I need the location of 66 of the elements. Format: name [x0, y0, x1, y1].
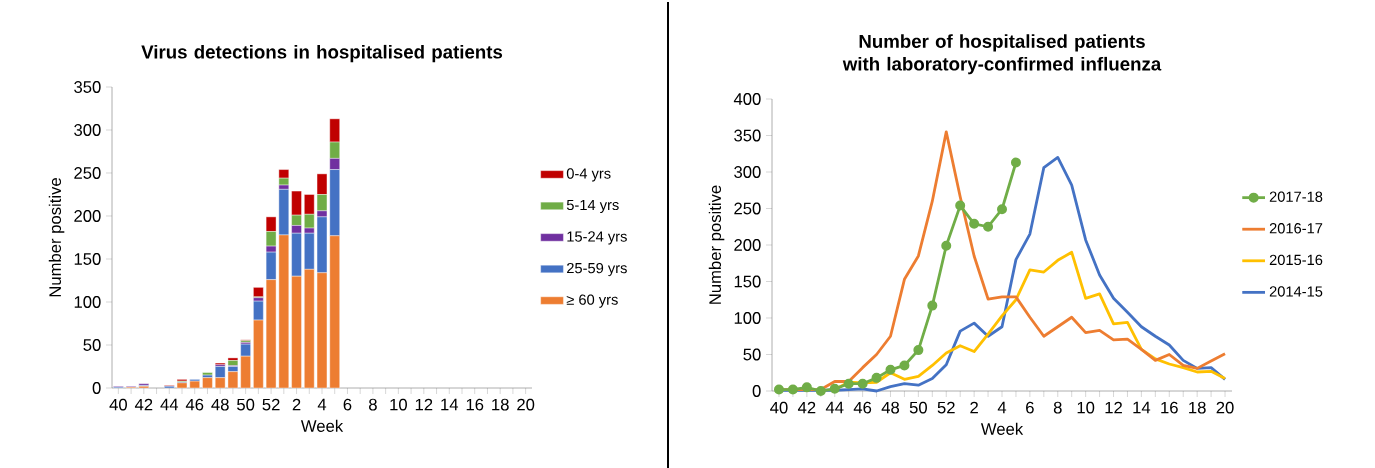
y-tick-label: 100 — [734, 312, 761, 324]
x-tick-label: 16 — [466, 398, 484, 411]
x-tick-label: 18 — [492, 398, 509, 411]
x-tick-label: 40 — [770, 401, 788, 414]
y-tick-label: 150 — [734, 275, 761, 288]
x-tick-label: 12 — [415, 398, 433, 411]
y-tick-label: 150 — [74, 253, 101, 265]
x-tick-label: 44 — [825, 401, 844, 414]
x-tick-label: 6 — [1026, 401, 1034, 414]
legend-label: 2015-16 — [1269, 254, 1323, 266]
x-tick-label: 4 — [997, 401, 1007, 414]
x-tick-label: 6 — [343, 398, 352, 411]
y-tick-label: 250 — [734, 202, 761, 215]
x-tick-label: 12 — [1105, 401, 1122, 414]
legend-label: 15-24 yrs — [567, 231, 627, 245]
legend-label: ≥ 60 yrs — [566, 294, 618, 308]
chart-title: Number of hospitalised patients with laboratory-confirmed influenza — [842, 34, 1162, 75]
x-axis-title: Week — [300, 419, 344, 432]
x-tick-label: 48 — [881, 401, 900, 414]
x-tick-label: 8 — [1053, 401, 1062, 414]
y-tick-label: 300 — [74, 124, 101, 136]
legend-label: 25-59 yrs — [567, 262, 627, 277]
x-tick-label: 14 — [1133, 401, 1151, 414]
x-tick-label: 50 — [237, 398, 255, 411]
x-tick-label: 40 — [109, 398, 127, 411]
x-tick-label: 42 — [134, 398, 153, 411]
y-tick-label: 250 — [74, 167, 101, 179]
x-tick-label: 48 — [211, 398, 229, 411]
x-tick-label: 2 — [292, 398, 301, 411]
legend-label: 2014-15 — [1269, 286, 1323, 297]
y-tick-label: 200 — [74, 210, 101, 222]
y-axis-title: Number positive — [48, 178, 65, 297]
legend-label: 2016-17 — [1269, 223, 1323, 234]
x-tick-label: 18 — [1189, 401, 1206, 414]
x-tick-label: 50 — [909, 401, 927, 414]
x-tick-label: 2 — [970, 401, 978, 414]
y-tick-label: 350 — [74, 81, 101, 93]
x-tick-label: 44 — [160, 398, 179, 411]
x-axis-title: Week — [980, 422, 1024, 435]
y-tick-label: 200 — [734, 239, 761, 251]
x-tick-label: 20 — [517, 398, 535, 411]
y-tick-label: 50 — [83, 339, 101, 351]
x-tick-label: 10 — [390, 398, 407, 411]
x-tick-label: 42 — [797, 401, 816, 414]
legend-label: 2017-18 — [1269, 191, 1323, 202]
x-tick-label: 52 — [937, 401, 955, 414]
y-tick-label: 0 — [752, 385, 761, 397]
chart-title: Virus detections in hospitalised patients — [141, 44, 503, 63]
y-tick-label: 300 — [734, 166, 761, 178]
y-axis-title: Number positive — [708, 185, 725, 304]
x-tick-label: 16 — [1161, 401, 1178, 414]
x-tick-label: 46 — [185, 398, 204, 411]
legend-label: 0-4 yrs — [566, 168, 611, 182]
y-tick-label: 50 — [743, 348, 761, 361]
x-tick-label: 10 — [1077, 401, 1095, 414]
x-tick-label: 4 — [317, 398, 327, 411]
x-tick-label: 52 — [262, 398, 280, 411]
y-tick-label: 100 — [74, 296, 101, 308]
x-tick-label: 46 — [853, 401, 872, 414]
y-tick-label: 400 — [733, 93, 761, 105]
y-tick-label: 350 — [734, 129, 761, 142]
legend-label: 5-14 yrs — [566, 199, 619, 214]
x-tick-label: 20 — [1216, 401, 1234, 414]
x-tick-label: 8 — [369, 398, 377, 411]
y-tick-label: 0 — [92, 382, 101, 394]
x-tick-label: 14 — [441, 398, 459, 411]
